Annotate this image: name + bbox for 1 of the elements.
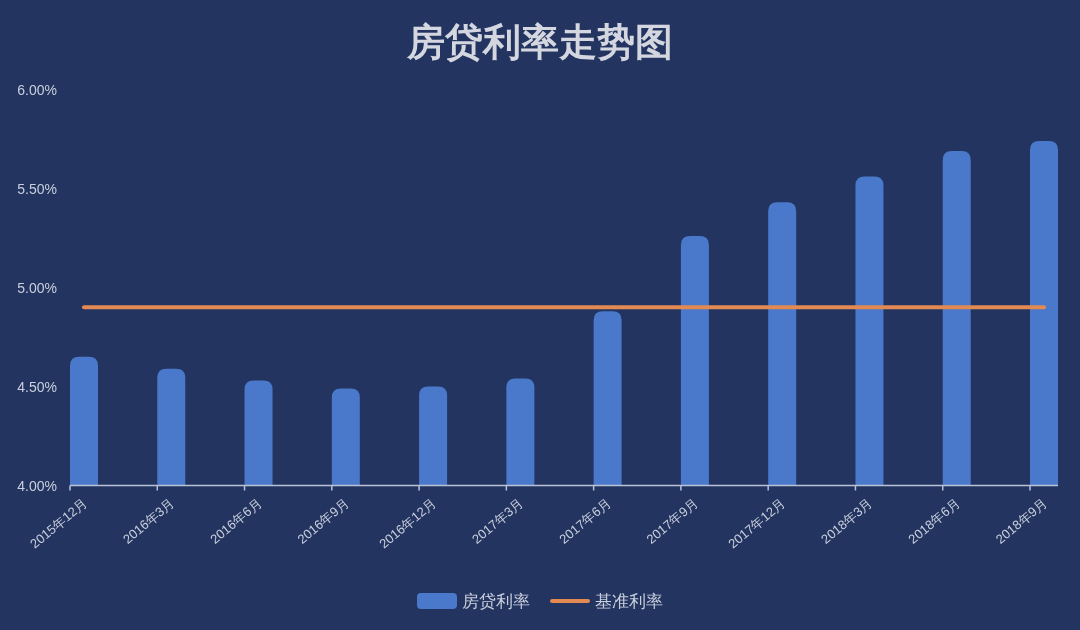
title: 房贷利率走势图 (407, 21, 673, 63)
